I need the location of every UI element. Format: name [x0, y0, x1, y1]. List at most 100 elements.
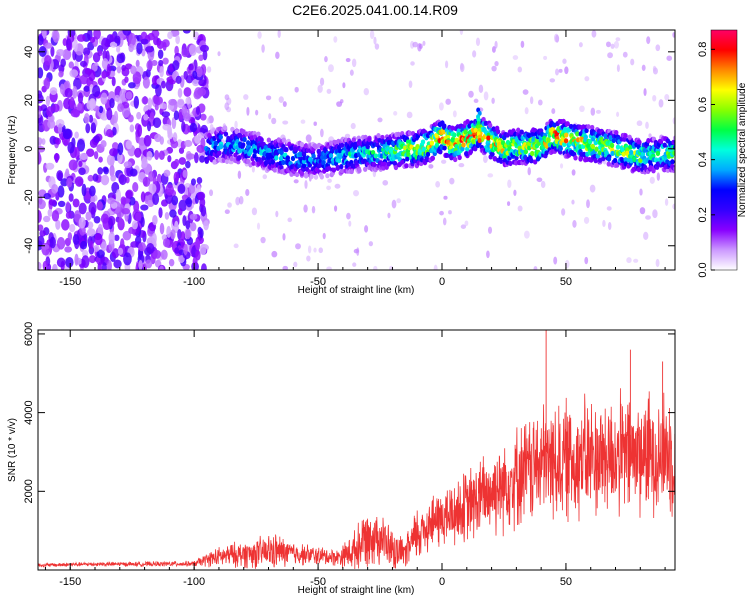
noise-blob	[92, 52, 101, 63]
faint-blob	[664, 93, 670, 101]
ridge-point	[213, 140, 219, 146]
noise-blob	[82, 47, 91, 56]
ridge-point	[463, 129, 468, 135]
y-tick-label: 6000	[23, 322, 35, 346]
ridge-point	[620, 146, 625, 153]
noise-blob	[111, 76, 116, 87]
ridge-point	[457, 154, 462, 161]
faint-blob	[243, 94, 249, 100]
noise-blob	[76, 34, 86, 42]
faint-blob	[275, 210, 279, 218]
ridge-point	[662, 142, 667, 148]
noise-blob	[140, 216, 145, 228]
ridge-point	[450, 125, 455, 131]
faint-blob	[275, 51, 280, 60]
ridge-point	[489, 151, 495, 157]
noise-blob	[65, 38, 72, 51]
noise-blob	[152, 249, 162, 259]
x-tick-label: -100	[183, 576, 205, 588]
noise-blob	[64, 246, 73, 253]
faint-blob	[664, 198, 669, 206]
ridge-point	[405, 156, 410, 162]
ridge-point	[242, 136, 247, 143]
noise-blob	[159, 102, 168, 110]
noise-blob	[101, 262, 107, 270]
noise-blob	[103, 167, 109, 175]
ridge-point	[579, 125, 585, 131]
ridge-point	[627, 134, 632, 140]
faint-blob	[672, 117, 675, 125]
noise-blob	[42, 260, 48, 270]
noise-blob	[79, 74, 89, 85]
faint-blob	[536, 177, 543, 183]
noise-blob	[177, 229, 182, 240]
noise-blob	[110, 174, 117, 182]
faint-blob	[268, 113, 272, 120]
faint-blob	[433, 264, 438, 270]
noise-blob	[117, 142, 124, 156]
noise-blob	[65, 211, 72, 219]
noise-blob	[86, 228, 96, 237]
ridge-point	[370, 149, 376, 156]
noise-blob	[87, 174, 94, 182]
noise-blob	[93, 216, 101, 224]
noise-blob	[157, 49, 164, 59]
noise-blob	[160, 249, 168, 260]
faint-blob	[616, 64, 620, 73]
noise-blob	[69, 69, 79, 78]
faint-blob	[553, 33, 559, 43]
noise-blob	[196, 176, 203, 184]
ridge-point	[234, 129, 239, 135]
noise-blob	[146, 243, 155, 254]
faint-blob	[595, 109, 601, 114]
faint-blob	[353, 189, 360, 197]
noise-blob	[147, 97, 152, 110]
noise-blob	[76, 102, 83, 111]
faint-blob	[373, 265, 378, 270]
ridge-point	[561, 118, 566, 124]
y-tick-label: -40	[23, 238, 35, 254]
noise-blob	[145, 46, 154, 53]
noise-blob	[79, 60, 87, 67]
noise-blob	[43, 193, 52, 200]
faint-blob	[491, 46, 496, 53]
noise-blob	[60, 58, 66, 68]
noise-blob	[146, 150, 153, 161]
faint-blob	[482, 155, 488, 164]
ridge-point	[636, 167, 642, 173]
faint-blob	[396, 198, 401, 204]
noise-blob	[159, 136, 164, 145]
noise-blob	[55, 137, 61, 145]
faint-blob	[449, 177, 455, 185]
noise-blob	[56, 257, 66, 268]
noise-blob	[128, 82, 136, 89]
faint-blob	[294, 86, 299, 93]
noise-blob	[201, 263, 207, 270]
noise-blob	[143, 114, 149, 121]
noise-blob	[81, 255, 90, 268]
ridge-point	[326, 165, 332, 171]
noise-blob	[134, 147, 142, 158]
faint-blob	[487, 226, 493, 234]
noise-blob	[170, 229, 176, 240]
noise-blob	[57, 123, 63, 135]
noise-blob	[100, 213, 109, 224]
noise-blob	[96, 201, 103, 211]
ridge-point	[338, 153, 343, 159]
noise-blob	[38, 195, 43, 205]
noise-blob	[183, 70, 189, 80]
ridge-point	[339, 142, 345, 148]
noise-blob	[89, 36, 96, 43]
faint-blob	[439, 102, 444, 111]
ridge-point	[519, 129, 524, 135]
faint-blob	[641, 64, 646, 71]
ridge-point	[473, 146, 478, 152]
ridge-point	[281, 137, 287, 143]
faint-blob	[652, 65, 657, 72]
faint-blob	[206, 66, 212, 73]
noise-blob	[154, 149, 160, 160]
faint-blob	[630, 58, 635, 66]
ridge-point	[218, 134, 223, 140]
faint-blob	[473, 98, 479, 104]
